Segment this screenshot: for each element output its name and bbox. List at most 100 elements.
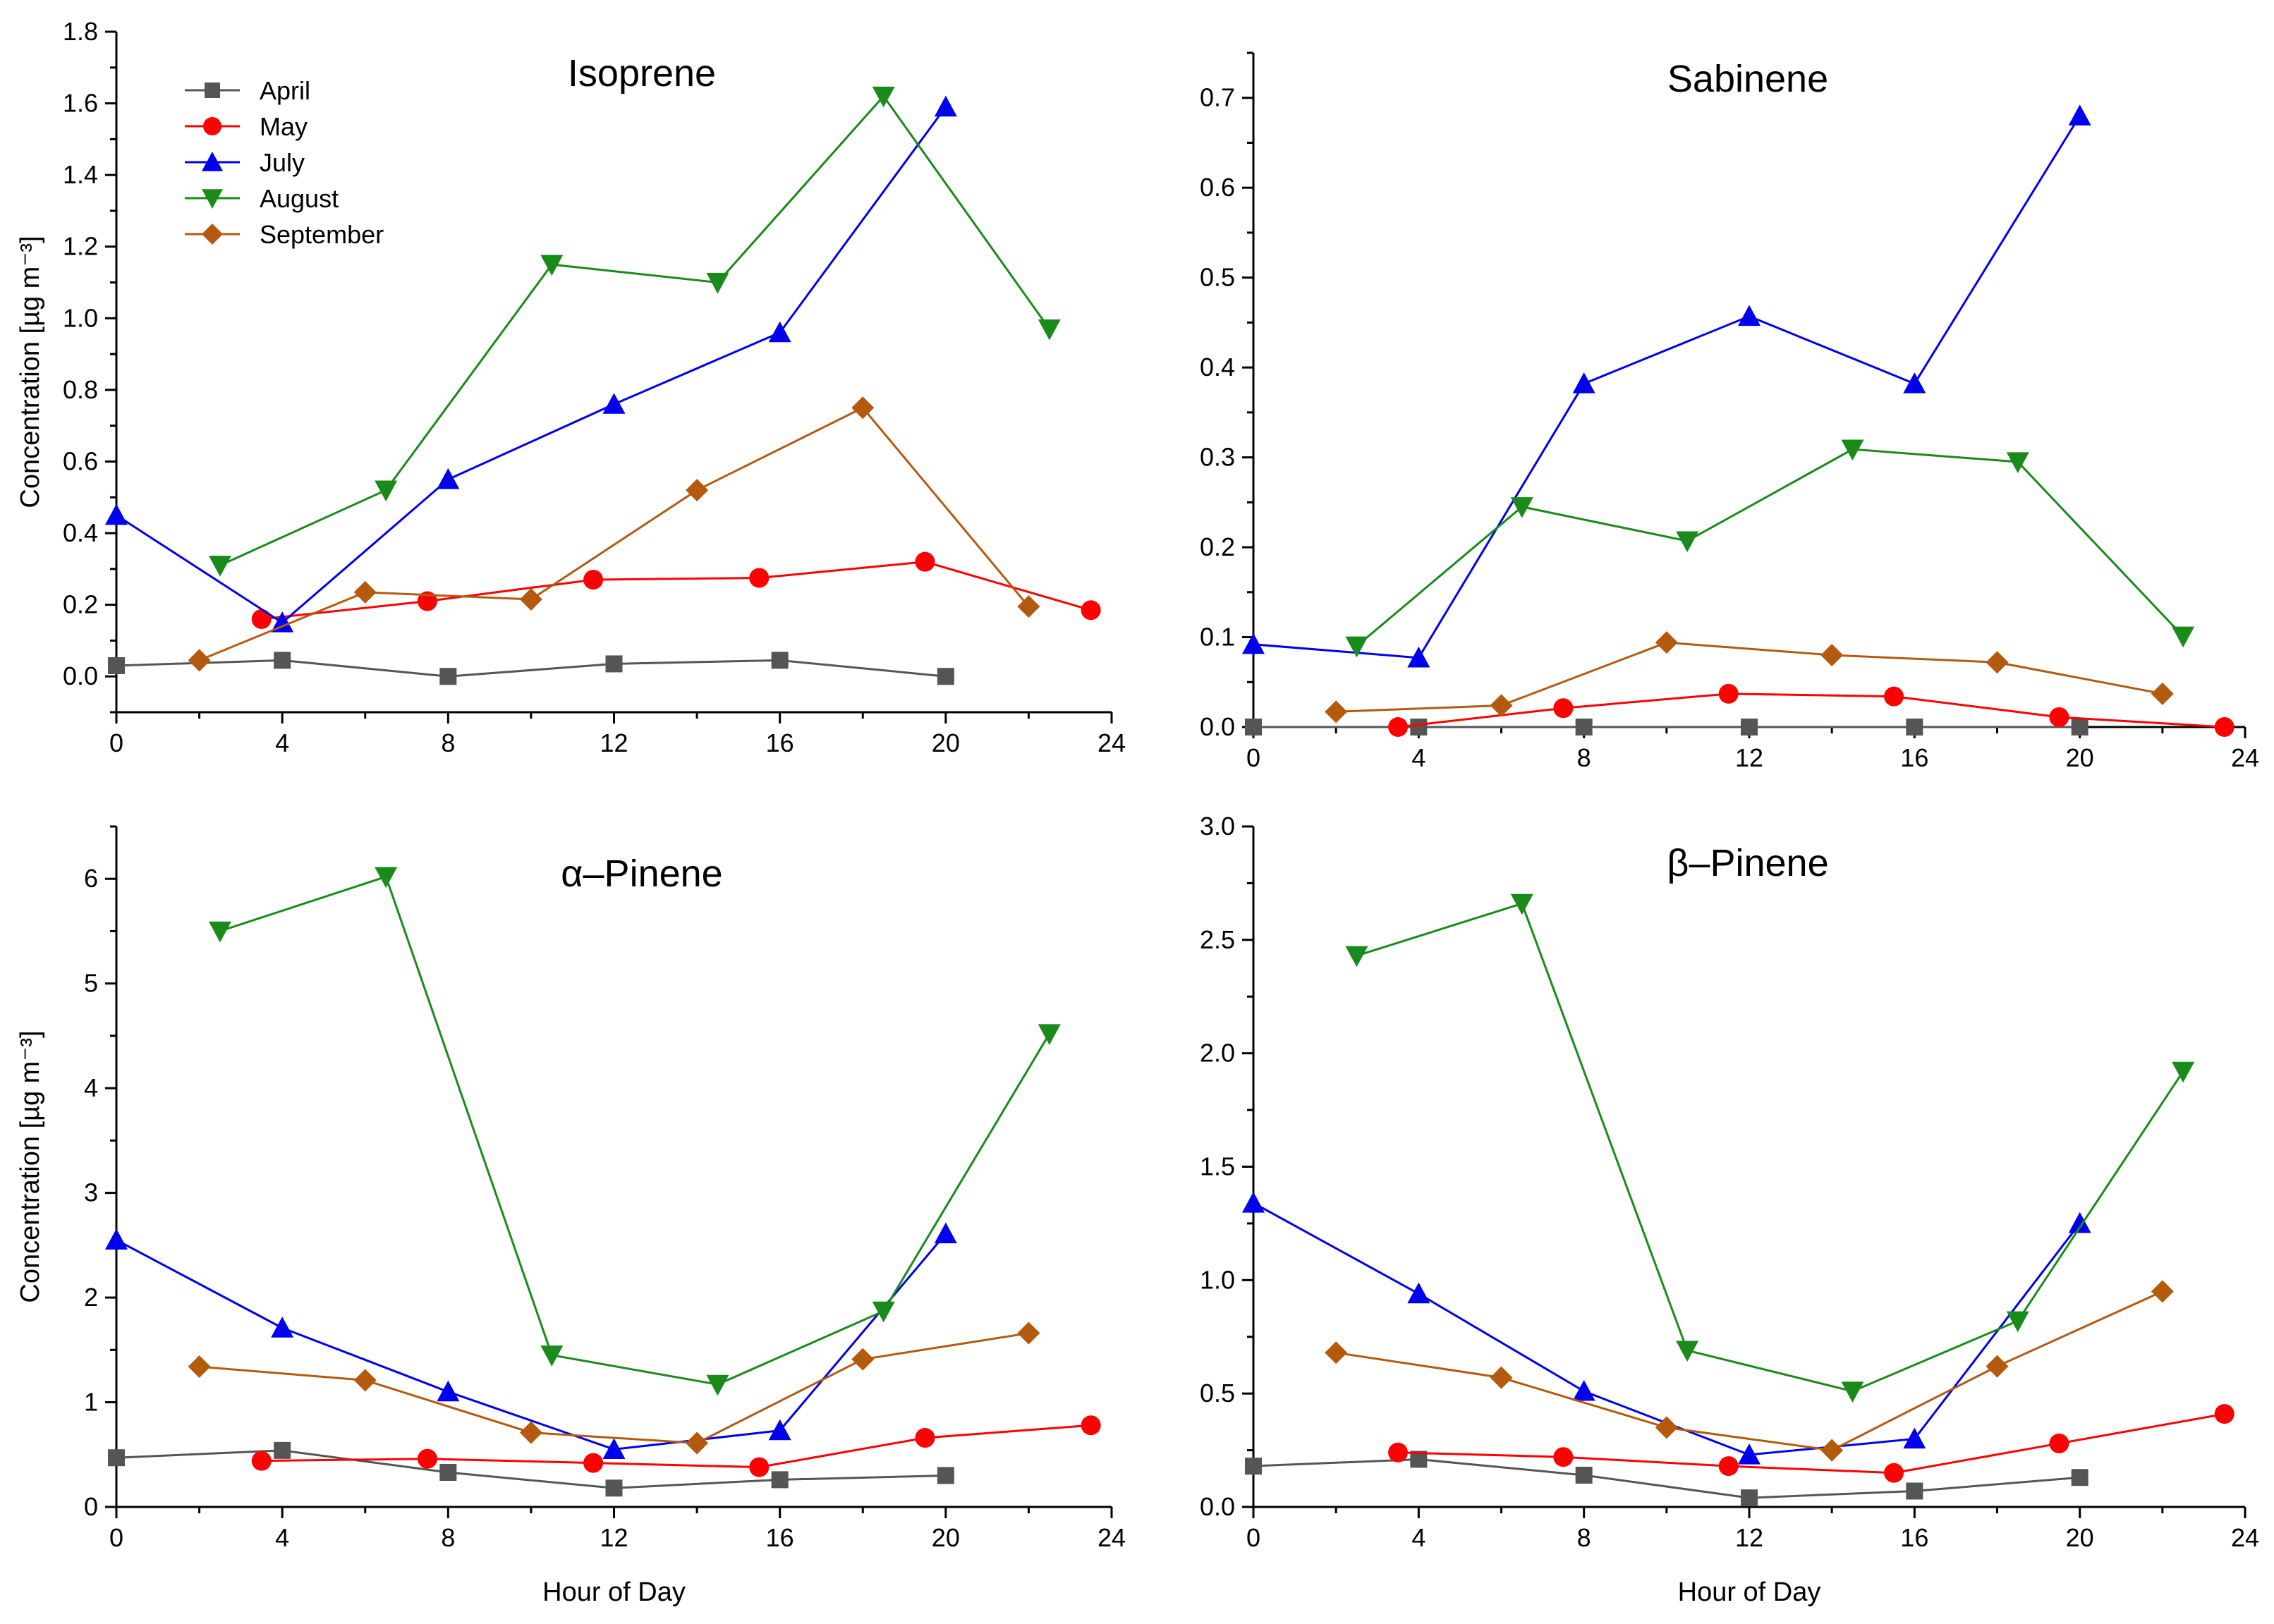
data-point-july (1407, 646, 1430, 668)
data-point-april (1575, 1466, 1593, 1484)
y-tick-label: 3.0 (1200, 812, 1235, 841)
legend-label-july: July (260, 148, 305, 177)
data-point-april (1575, 719, 1593, 735)
series-line-may (261, 561, 1092, 621)
data-point-september (1986, 1355, 2009, 1378)
data-point-august (2172, 1061, 2195, 1083)
x-tick-label: 0 (109, 728, 123, 757)
data-point-april (1741, 719, 1758, 735)
data-point-may (2214, 1404, 2235, 1424)
data-point-september (353, 580, 377, 604)
data-point-april (771, 1471, 789, 1489)
data-point-may (915, 551, 935, 572)
data-point-april (274, 652, 291, 669)
series-july (105, 1222, 957, 1459)
series-line-september (1336, 641, 2163, 713)
series-line-august (219, 875, 1051, 1386)
data-point-may (417, 591, 437, 611)
data-point-july (105, 503, 128, 525)
series-line-september (199, 1332, 1029, 1444)
data-point-may (583, 1453, 604, 1473)
data-point-april (1245, 1458, 1262, 1475)
y-axis-label: Concentration [µg m⁻³] (16, 1030, 45, 1302)
data-point-july (1738, 1443, 1761, 1465)
series-may (1388, 683, 2235, 737)
data-point-may (2049, 1433, 2069, 1453)
series-september (188, 396, 1040, 672)
data-point-july (934, 1222, 957, 1244)
data-point-july (1242, 1191, 1265, 1213)
data-point-april (1410, 719, 1428, 735)
y-tick-label: 0.2 (1200, 532, 1235, 561)
x-tick-label: 16 (1900, 1523, 1928, 1552)
data-point-august (2172, 626, 2195, 648)
data-point-july (2068, 1211, 2091, 1233)
data-point-september (1325, 700, 1348, 724)
y-tick-label: 1.2 (63, 232, 98, 261)
y-tick-label: 0.5 (1200, 263, 1235, 292)
y-tick-label: 1.5 (1200, 1152, 1235, 1181)
data-point-may (1884, 1463, 1904, 1483)
y-tick-label: 0.3 (1200, 443, 1235, 472)
data-point-april (1906, 719, 1923, 735)
data-point-july (271, 1317, 294, 1338)
series-line-april (116, 1449, 946, 1489)
y-tick-label: 0.0 (1200, 712, 1235, 741)
x-tick-label: 16 (1900, 743, 1928, 772)
x-tick-label: 12 (600, 728, 628, 757)
y-tick-label: 5 (84, 969, 98, 998)
y-tick-label: 0.2 (63, 590, 98, 619)
data-point-may (1081, 1415, 1101, 1436)
legend-label-september: September (260, 220, 384, 249)
y-tick-label: 0.7 (1200, 83, 1235, 112)
x-tick-label: 24 (2231, 1523, 2259, 1552)
data-point-april (2071, 719, 2088, 735)
y-axis-label: Concentration [µg m⁻³] (16, 236, 45, 508)
data-point-may (1718, 683, 1739, 704)
data-point-april (1906, 1482, 1923, 1500)
data-point-august (706, 1374, 729, 1396)
y-tick-label: 0.0 (1200, 1492, 1235, 1521)
x-tick-label: 24 (2231, 743, 2259, 772)
x-tick-label: 4 (275, 728, 289, 757)
series-august (208, 867, 1061, 1396)
chart-panel-4: 0 4 8 12 16 20 24 0.0 0.5 1.0 1.5 2.0 2.5 3.0 β–Pinene… (1200, 812, 2259, 1607)
data-point-august (706, 272, 729, 294)
data-point-may (749, 1457, 770, 1477)
data-point-august (2006, 452, 2029, 473)
data-point-september (1820, 644, 1844, 667)
x-tick-label: 20 (932, 1523, 960, 1552)
x-tick-label: 12 (1735, 743, 1763, 772)
series-line-july (116, 1233, 947, 1451)
y-tick-label: 1.0 (1200, 1265, 1235, 1294)
data-point-april (274, 1441, 291, 1459)
x-tick-label: 24 (1098, 728, 1126, 757)
data-point-september (686, 479, 709, 502)
legend-marker-september (202, 224, 223, 245)
x-axis-label: Hour of Day (1678, 1577, 1821, 1607)
data-point-august (1038, 319, 1061, 341)
data-point-may (1388, 717, 1409, 737)
data-point-september (1986, 651, 2009, 674)
data-point-may (915, 1428, 935, 1448)
data-point-september (353, 1369, 377, 1392)
y-tick-label: 0.1 (1200, 623, 1235, 652)
data-point-july (271, 611, 294, 633)
x-tick-label: 4 (1411, 743, 1425, 772)
legend-marker-april (205, 83, 220, 98)
data-point-july (437, 468, 460, 489)
data-point-september (2151, 1280, 2174, 1303)
data-point-july (105, 1228, 128, 1250)
data-point-august (872, 86, 895, 108)
series-july (105, 95, 957, 633)
y-tick-label: 0.6 (63, 446, 98, 475)
chart-panel-1: 0 4 8 12 16 20 24 0.0 0.2 0.4 0.6 0.8 1.0 1.2 1.4 1.6 1.… (16, 17, 1126, 757)
data-point-august (208, 921, 231, 943)
x-tick-label: 4 (275, 1523, 289, 1552)
data-point-july (1903, 1427, 1926, 1449)
x-tick-label: 20 (2066, 743, 2094, 772)
data-point-april (2071, 1469, 2088, 1486)
series-line-may (1397, 692, 2225, 728)
data-point-april (1245, 719, 1262, 735)
data-point-july (437, 1380, 460, 1402)
